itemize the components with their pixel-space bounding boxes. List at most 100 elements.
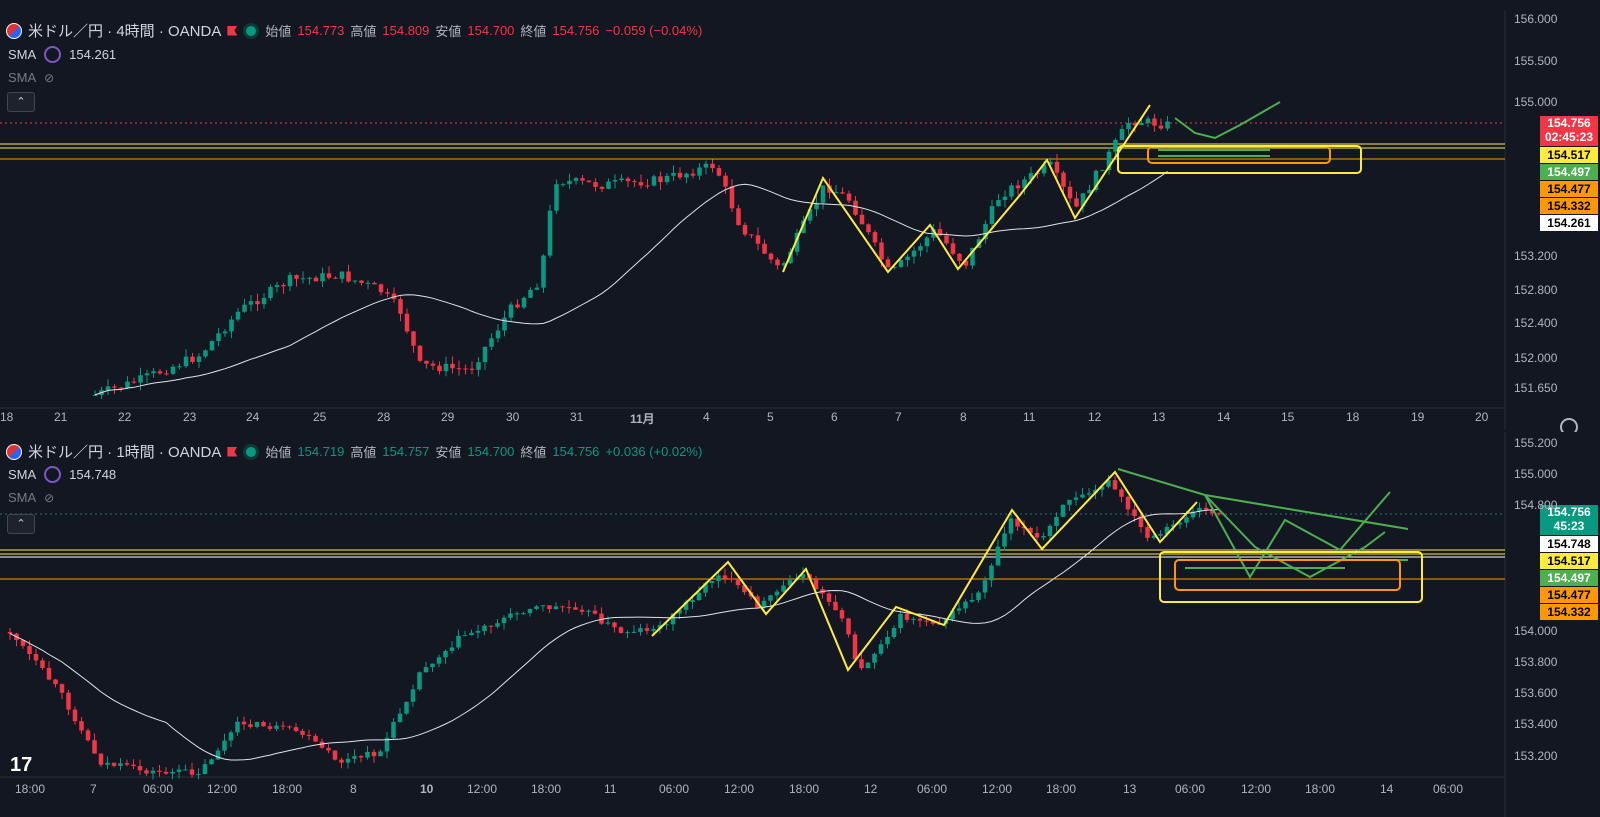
candle-body: [404, 701, 409, 714]
candle-body: [274, 725, 279, 729]
candle-body: [820, 185, 826, 203]
high-label: 高値: [350, 445, 377, 460]
candle-body: [774, 591, 780, 596]
x-tick: 18: [0, 410, 14, 424]
collapse-legend-button[interactable]: ⌃: [7, 514, 35, 534]
candle-body: [911, 618, 916, 620]
chart-canvas-4h[interactable]: [0, 10, 1600, 430]
candle-body: [944, 235, 949, 244]
candle-body: [735, 579, 741, 586]
candle-body: [658, 176, 663, 183]
candle-body: [963, 601, 968, 609]
candle-body: [1009, 185, 1014, 197]
candle-body: [527, 608, 533, 614]
candle-body: [241, 721, 247, 725]
candle-body: [436, 657, 442, 664]
flag-icon[interactable]: [227, 25, 238, 36]
candle-body: [567, 180, 572, 185]
candle-body: [924, 620, 929, 622]
candle-body: [794, 232, 800, 252]
candle-body: [573, 178, 579, 181]
candle-body: [664, 175, 670, 183]
x-tick: 14: [1217, 410, 1231, 424]
candle-body: [547, 210, 553, 256]
chart-canvas-1h[interactable]: [0, 432, 1600, 817]
candle-body: [53, 679, 58, 685]
candle-body: [456, 635, 461, 648]
candle-body: [410, 689, 416, 702]
candle-body: [1119, 129, 1125, 140]
sma-indicator-4h[interactable]: SMA 154.261: [8, 46, 116, 63]
candle-body: [1067, 499, 1072, 505]
candle-body: [229, 319, 234, 332]
eye-off-icon[interactable]: ⊘: [44, 490, 55, 505]
candle-body: [846, 193, 852, 201]
candle-body: [879, 242, 884, 260]
level-tag: 154.477: [1540, 181, 1598, 197]
x-tick: 11: [604, 782, 617, 796]
sma-indicator-hidden-4h[interactable]: SMA ⊘: [8, 70, 54, 85]
x-tick: 12: [1088, 410, 1102, 424]
candle-body: [462, 635, 468, 637]
chart-pane-1h[interactable]: 米ドル／円 · 1時間 · OANDA 始値 154.719 高値 154.757 …: [0, 432, 1600, 817]
candle-body: [59, 684, 65, 693]
candle-body: [969, 599, 975, 602]
x-tick: 06:00: [917, 782, 948, 796]
x-tick: 14: [1380, 782, 1394, 796]
sma-settings-icon[interactable]: [44, 46, 62, 63]
candle-body: [1015, 518, 1020, 527]
candle-body: [1132, 509, 1137, 517]
candle-body: [1210, 509, 1215, 514]
candle-body: [105, 386, 111, 391]
x-tick: 06:00: [143, 782, 174, 796]
candle-body: [982, 580, 988, 593]
candle-body: [852, 634, 858, 660]
candle-body: [248, 301, 254, 305]
candle-body: [176, 769, 182, 772]
candle-body: [365, 751, 370, 758]
candle-body: [1034, 533, 1040, 538]
candle-body: [430, 663, 435, 668]
sma-tag: 154.748: [1540, 536, 1598, 552]
candle-body: [124, 763, 130, 765]
symbol-title-4h[interactable]: 米ドル／円 · 4時間 · OANDA: [28, 23, 222, 40]
symbol-title-1h[interactable]: 米ドル／円 · 1時間 · OANDA: [28, 444, 222, 461]
collapse-legend-button[interactable]: ⌃: [7, 92, 35, 112]
candle-body: [118, 387, 124, 389]
candle-body: [768, 253, 774, 260]
candle-body: [1164, 526, 1170, 534]
y-tick: 155.000: [1514, 467, 1558, 481]
green-forecast-drawing: [1204, 494, 1386, 579]
candle-body: [683, 601, 689, 610]
candle-body: [170, 366, 176, 374]
candle-body: [417, 345, 423, 361]
candle-body: [196, 774, 201, 776]
candle-body: [144, 373, 150, 376]
sma-indicator-hidden-1h[interactable]: SMA ⊘: [8, 490, 54, 505]
candle-body: [131, 381, 137, 383]
candle-body: [1151, 535, 1157, 538]
candle-body: [963, 260, 969, 266]
candle-body: [833, 192, 839, 194]
x-tick: 6: [831, 410, 838, 424]
eye-off-icon[interactable]: ⊘: [44, 70, 55, 85]
candle-body: [151, 371, 156, 374]
y-tick: 154.000: [1514, 624, 1558, 638]
sma-indicator-1h[interactable]: SMA 154.748: [8, 466, 116, 483]
candle-body: [1216, 513, 1222, 515]
market-status-icon: [243, 443, 260, 460]
sma-settings-icon[interactable]: [44, 466, 62, 483]
tradingview-logo[interactable]: 17: [10, 754, 33, 776]
flag-icon[interactable]: [227, 446, 238, 457]
candle-body: [593, 182, 598, 187]
candle-body: [709, 581, 715, 584]
candle-body: [534, 606, 539, 609]
candle-body: [644, 628, 650, 631]
candle-body: [664, 624, 669, 626]
candle-body: [787, 580, 793, 586]
candle-body: [1028, 528, 1033, 534]
chart-pane-4h[interactable]: 米ドル／円 · 4時間 · OANDA 始値 154.773 高値 154.809 …: [0, 10, 1600, 436]
x-tick: 24: [246, 410, 260, 424]
candle-body: [865, 662, 871, 669]
y-tick: 155.500: [1514, 54, 1558, 68]
